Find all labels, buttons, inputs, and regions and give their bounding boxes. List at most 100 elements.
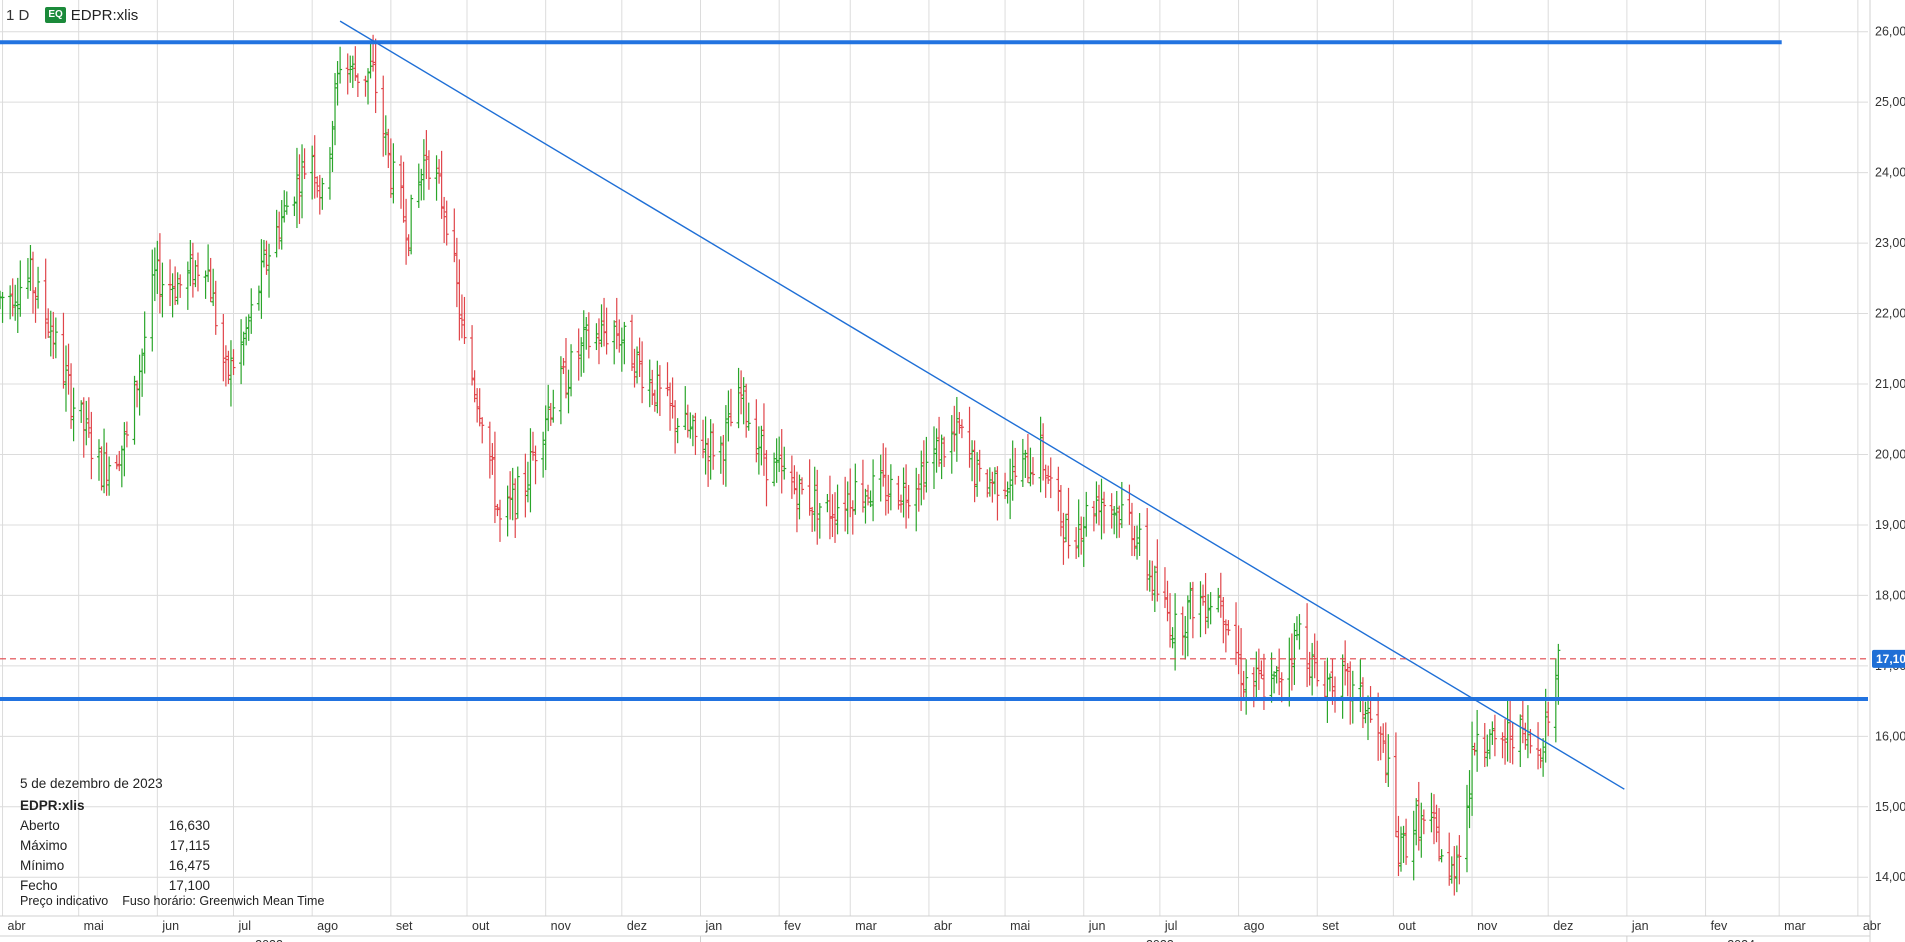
ohlc-bar <box>759 425 764 466</box>
ohlc-bar <box>723 405 728 487</box>
ohlc-bar <box>1008 458 1013 520</box>
ohlc-bar <box>279 200 284 250</box>
ohlc-bar <box>1508 698 1513 763</box>
ohlc-bar <box>399 155 404 209</box>
ohlc-bar <box>1173 593 1178 671</box>
ohlc-bar <box>546 384 551 432</box>
ohlc-bar <box>1112 505 1117 535</box>
ohlc-bar <box>107 456 112 496</box>
ohlc-bar <box>348 55 353 83</box>
ohlc-bar <box>1109 493 1114 529</box>
x-tick-label: out <box>1398 919 1416 933</box>
ohlc-bar <box>28 244 33 291</box>
ohlc-bar <box>122 422 127 477</box>
ohlc-bar <box>1216 587 1221 613</box>
y-tick-label: 24,000 <box>1875 166 1905 180</box>
ohlc-bar <box>1386 734 1391 787</box>
x-tick-label: fev <box>1711 919 1728 933</box>
ohlc-bar <box>1091 500 1096 532</box>
y-tick-label: 15,000 <box>1875 800 1905 814</box>
x-tick-label: fev <box>784 919 801 933</box>
ohlc-bar <box>888 464 893 511</box>
ohlc-bar <box>1378 726 1383 761</box>
ohlc-bar <box>1467 770 1472 829</box>
ohlc-bar <box>977 449 982 482</box>
x-tick-label: set <box>396 919 413 933</box>
ohlc-bar <box>1251 667 1256 708</box>
ohlc-bar <box>921 440 926 500</box>
ohlc-bar <box>1431 794 1436 845</box>
ohlc-bar <box>728 388 733 427</box>
y-tick-label: 18,000 <box>1875 588 1905 602</box>
ohlc-bar <box>1005 481 1010 504</box>
ohlc-bar <box>541 431 546 478</box>
interval-selector[interactable]: 1 D <box>6 6 30 24</box>
ohlc-bar <box>744 383 749 438</box>
ohlc-bar <box>1030 457 1035 485</box>
ohlc-bar <box>972 440 977 503</box>
ohlc-bar <box>1292 623 1297 685</box>
ohlc-bar <box>1206 594 1211 629</box>
ohlc-bar <box>1333 676 1338 713</box>
ohlc-bar <box>315 176 320 198</box>
trend-line <box>339 20 1625 790</box>
last-price-label: 17,100 <box>1876 652 1905 666</box>
x-tick-label: mai <box>1010 919 1030 933</box>
ohlc-bar <box>690 414 695 447</box>
ohlc-bar <box>1183 616 1188 660</box>
ohlc-bar <box>904 464 909 529</box>
ohlc-bar <box>119 445 124 488</box>
ohlc-bar <box>1503 718 1508 765</box>
ohlc-bar <box>810 506 815 532</box>
ohlc-bar <box>777 436 782 472</box>
ohlc-bar <box>381 75 386 157</box>
ohlc-bar <box>142 311 147 374</box>
ohlc-bar <box>300 144 305 219</box>
ohlc-bar <box>1117 505 1122 538</box>
ohlc-bar <box>302 148 307 180</box>
ohlc-bar <box>1127 484 1132 525</box>
ohlc-bar <box>454 237 459 308</box>
x-tick-label: abr <box>1863 919 1881 933</box>
ohlc-bar <box>46 308 51 338</box>
ohlc-bar <box>1038 416 1043 493</box>
ohlc-bar <box>668 382 673 431</box>
ohlc-bar <box>1170 627 1175 649</box>
ohlc-bar <box>551 389 556 423</box>
ohlc-bar <box>213 280 218 335</box>
ohlc-bar <box>830 494 835 538</box>
x-tick-label: nov <box>551 919 572 933</box>
ohlc-bar <box>1020 438 1025 488</box>
ohlc-bar <box>530 431 535 461</box>
ohlc-bar <box>896 475 901 510</box>
ohlc-bar <box>1327 673 1332 692</box>
ohlc-bar <box>528 428 533 513</box>
ohlc-bar <box>779 429 784 494</box>
ohlc-bar <box>1079 516 1084 555</box>
ohlc-bar <box>373 38 378 114</box>
ohlc-bar <box>975 452 980 497</box>
ohlc-bar <box>1226 620 1231 636</box>
symbol-selector[interactable]: EQ EDPR:xlis <box>45 7 138 24</box>
last-price-tag <box>1872 649 1905 668</box>
x-tick-label: mar <box>1784 919 1806 933</box>
ohlc-bar <box>157 233 162 314</box>
ohlc-bar <box>868 490 873 508</box>
ohlc-bar <box>1023 449 1028 478</box>
chart-header: 1 D EQ EDPR:xlis <box>6 4 138 26</box>
ohlc-bar <box>1536 722 1541 770</box>
ohlc-bar <box>1150 560 1155 601</box>
ohlc-bar <box>1485 734 1490 767</box>
x-tick-label: out <box>472 919 490 933</box>
y-tick-label: 22,000 <box>1875 307 1905 321</box>
ohlc-bar <box>1475 709 1480 772</box>
ohlc-bar <box>264 240 269 275</box>
ohlc-bar <box>594 323 599 351</box>
ohlc-bar <box>1457 835 1462 885</box>
ohlc-bar <box>1155 539 1160 602</box>
ohlc-bar <box>741 377 746 425</box>
ohlc-bar <box>815 469 820 545</box>
info-label: Máximo <box>20 838 68 853</box>
